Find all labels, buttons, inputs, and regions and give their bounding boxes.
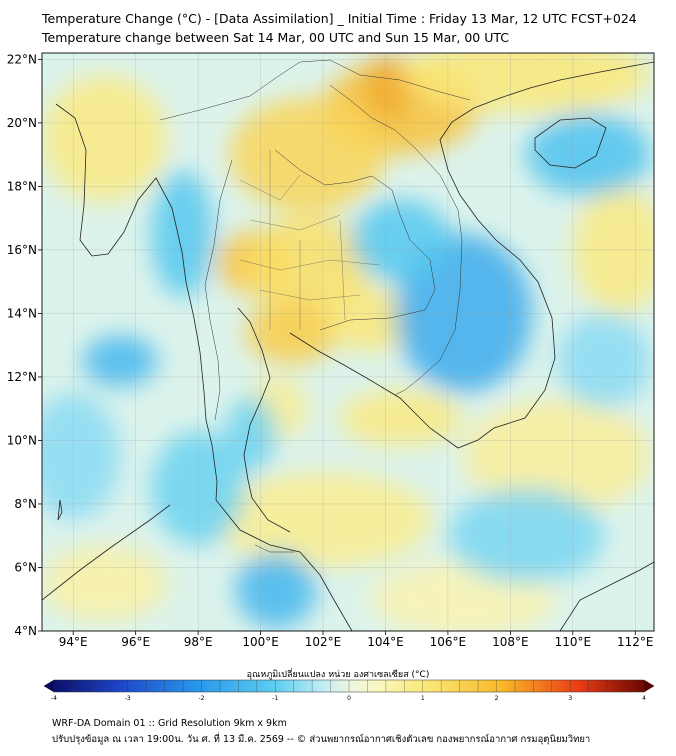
coastline-east (289, 61, 654, 449)
lat-tick-label: 10°N (7, 433, 37, 447)
temperature-map: 94°E 96°E 98°E 100°E 102°E 104°E 106°E 108°E 110… (7, 52, 655, 700)
lat-tick-label: 16°N (7, 243, 37, 257)
colorbar-tick-label: -4 (51, 695, 57, 700)
temperature-anomaly-warm-7 (338, 389, 464, 447)
lat-tick-label: 12°N (7, 370, 37, 384)
chart-title: Temperature Change (°C) - [Data Assimila… (42, 11, 637, 26)
lat-tick-label: 14°N (7, 306, 37, 320)
coastline-mainland (55, 103, 353, 631)
lat-tick-label: 18°N (7, 179, 37, 193)
border-laos-vietnam (329, 84, 463, 331)
temperature-anomaly-cool-20 (151, 170, 214, 298)
temperature-anomaly-cool-21 (235, 551, 317, 628)
lon-tick-label: 106°E (430, 635, 467, 649)
coastline-sumatra (42, 504, 171, 601)
temperature-anomaly-cool-19 (82, 335, 158, 387)
temperature-anomaly-cool-17 (351, 199, 452, 282)
temperature-anomaly-cool-18 (525, 113, 651, 196)
coastline-andaman (57, 499, 63, 521)
country-borders (159, 59, 471, 553)
colorbar-tick-label: 1 (421, 695, 425, 700)
border-china (159, 59, 471, 121)
border-myanmar-thailand (204, 159, 233, 421)
chart-subtitle: Temperature change between Sat 14 Mar, 0… (42, 30, 509, 45)
temperature-anomaly-warm-5 (244, 300, 339, 365)
map-gridlines (42, 53, 654, 631)
temperature-anomaly-cool-24 (447, 488, 605, 584)
lon-tick-label: 96°E (121, 635, 150, 649)
lon-tick-label: 108°E (492, 635, 529, 649)
colorbar-max-extension (644, 680, 654, 692)
latitude-axis: 4°N 6°N 8°N 10°N 12°N 14°N 16°N 18°N 20°N 22°N (7, 52, 42, 638)
coastline-borneo (559, 561, 654, 631)
colorbar-tick-label: 3 (568, 695, 572, 700)
colorbar-tick-label: -1 (272, 695, 278, 700)
temperature-anomaly-cool-23 (226, 395, 277, 473)
map-frame (41, 52, 655, 632)
temperature-anomaly-cool-25 (42, 392, 121, 520)
temperature-anomaly-warm-14 (42, 545, 167, 622)
temperature-anomaly-cool-26 (557, 313, 651, 409)
lon-tick-label: 112°E (617, 635, 654, 649)
lat-tick-label: 22°N (7, 52, 37, 66)
thai-provinces (239, 150, 381, 330)
colorbar-min-extension (44, 680, 54, 692)
coastline-gulf (237, 307, 291, 533)
lat-tick-label: 20°N (7, 116, 37, 130)
footer-model-info: WRF-DA Domain 01 :: Grid Resolution 9km … (52, 718, 287, 729)
temperature-field (42, 53, 654, 631)
lon-tick-label: 98°E (184, 635, 213, 649)
border-cambodia-vietnam (394, 329, 456, 396)
colorbar-tick-label: 4 (642, 695, 646, 700)
lat-tick-label: 8°N (14, 497, 37, 511)
colorbar-tick-label: 2 (495, 695, 499, 700)
colorbar: -4 -3 -2 -1 0 1 2 3 4 (43, 679, 655, 700)
lon-tick-label: 102°E (305, 635, 342, 649)
temperature-anomaly-warm-4 (244, 214, 370, 317)
coastline-hainan (534, 117, 607, 169)
colorbar-tick-label: 0 (347, 695, 351, 700)
lon-tick-label: 94°E (59, 635, 88, 649)
border-malaysia (254, 544, 295, 553)
coastlines (42, 61, 654, 631)
border-thailand-laos (274, 149, 436, 331)
lat-tick-label: 4°N (14, 624, 37, 638)
longitude-axis: 94°E 96°E 98°E 100°E 102°E 104°E 106°E 108°E 110… (59, 631, 654, 649)
temperature-anomaly-warm-2 (229, 97, 386, 212)
temperature-anomaly-warm-10 (401, 53, 651, 114)
lon-tick-label: 110°E (555, 635, 592, 649)
lon-tick-label: 104°E (367, 635, 404, 649)
lat-tick-label: 6°N (14, 560, 37, 574)
temperature-anomaly-warm-9 (42, 75, 167, 203)
colorbar-tick-label: -3 (125, 695, 131, 700)
colorbar-ticks: -4 -3 -2 -1 0 1 2 3 4 (51, 680, 646, 700)
footer-update-info: ปรับปรุงข้อมูล ณ เวลา 19:00น. วัน ศ. ที่… (52, 734, 591, 745)
lon-tick-label: 100°E (242, 635, 279, 649)
temperature-anomaly-warm-6 (326, 288, 414, 352)
colorbar-tick-label: -2 (199, 695, 205, 700)
colorbar-label: อุณหภูมิเปลี่ยนแปลง หน่วย องศาเซลเซียส (… (246, 670, 430, 680)
